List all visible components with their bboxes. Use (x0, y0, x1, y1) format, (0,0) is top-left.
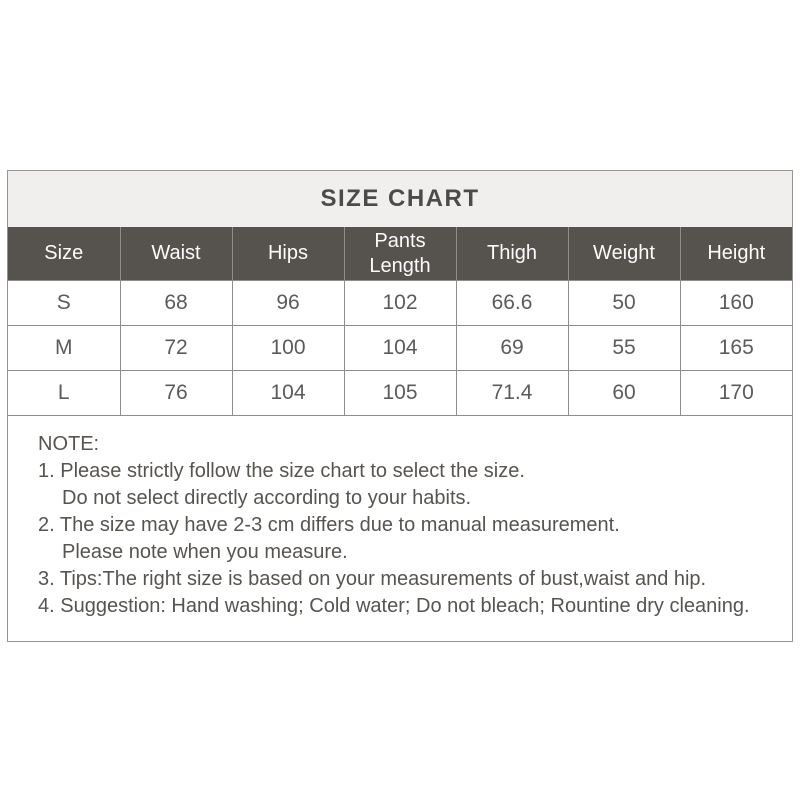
table-header-cell-size: Size (8, 227, 120, 281)
table-cell: 102 (343, 280, 456, 326)
table-cell: S (8, 280, 120, 326)
table-row-l: L 76 104 105 71.4 60 170 (8, 370, 792, 415)
table-cell: 69 (455, 325, 568, 371)
note-line-1: 1. Please strictly follow the size chart… (38, 460, 525, 482)
table-cell: 50 (567, 280, 680, 326)
table-header-cell-pants-length: Pants Length (343, 227, 456, 281)
table-header-cell-waist: Waist (119, 227, 232, 281)
table-header-row: Size Waist Hips Pants Length Thigh Weigh… (8, 227, 792, 281)
table-cell: 76 (119, 370, 232, 415)
table-cell: 68 (119, 280, 232, 326)
note-line-1-continued: Do not select directly according to your… (62, 487, 472, 509)
note-line-3: 3. Tips:The right size is based on your … (38, 568, 707, 590)
note-line-4: 4. Suggestion: Hand washing; Cold water;… (38, 595, 750, 617)
size-table: Size Waist Hips Pants Length Thigh Weigh… (8, 227, 792, 415)
size-chart-title: SIZE CHART (8, 171, 792, 227)
size-chart-card: SIZE CHART Size Waist Hips Pants Length … (7, 170, 793, 642)
table-cell: L (8, 370, 120, 415)
table-row-s: S 68 96 102 66.6 50 160 (8, 280, 792, 326)
table-cell: 72 (119, 325, 232, 371)
note-heading: NOTE: (38, 433, 100, 455)
table-cell: 100 (231, 325, 344, 371)
table-cell: 66.6 (455, 280, 568, 326)
table-cell: M (8, 325, 120, 371)
table-header-cell-hips: Hips (231, 227, 344, 281)
table-header-cell-height: Height (679, 227, 792, 281)
table-cell: 160 (679, 280, 792, 326)
table-cell: 60 (567, 370, 680, 415)
table-cell: 104 (231, 370, 344, 415)
table-cell: 165 (679, 325, 792, 371)
table-row-m: M 72 100 104 69 55 165 (8, 325, 792, 371)
table-header-cell-thigh: Thigh (455, 227, 568, 281)
table-cell: 104 (343, 325, 456, 371)
table-header-cell-weight: Weight (567, 227, 680, 281)
table-cell: 105 (343, 370, 456, 415)
table-cell: 71.4 (455, 370, 568, 415)
note-section: NOTE: 1. Please strictly follow the size… (8, 415, 792, 620)
note-line-2-continued: Please note when you measure. (62, 541, 348, 563)
note-line-2: 2. The size may have 2-3 cm differs due … (38, 514, 620, 536)
table-cell: 170 (679, 370, 792, 415)
table-cell: 96 (231, 280, 344, 326)
table-cell: 55 (567, 325, 680, 371)
